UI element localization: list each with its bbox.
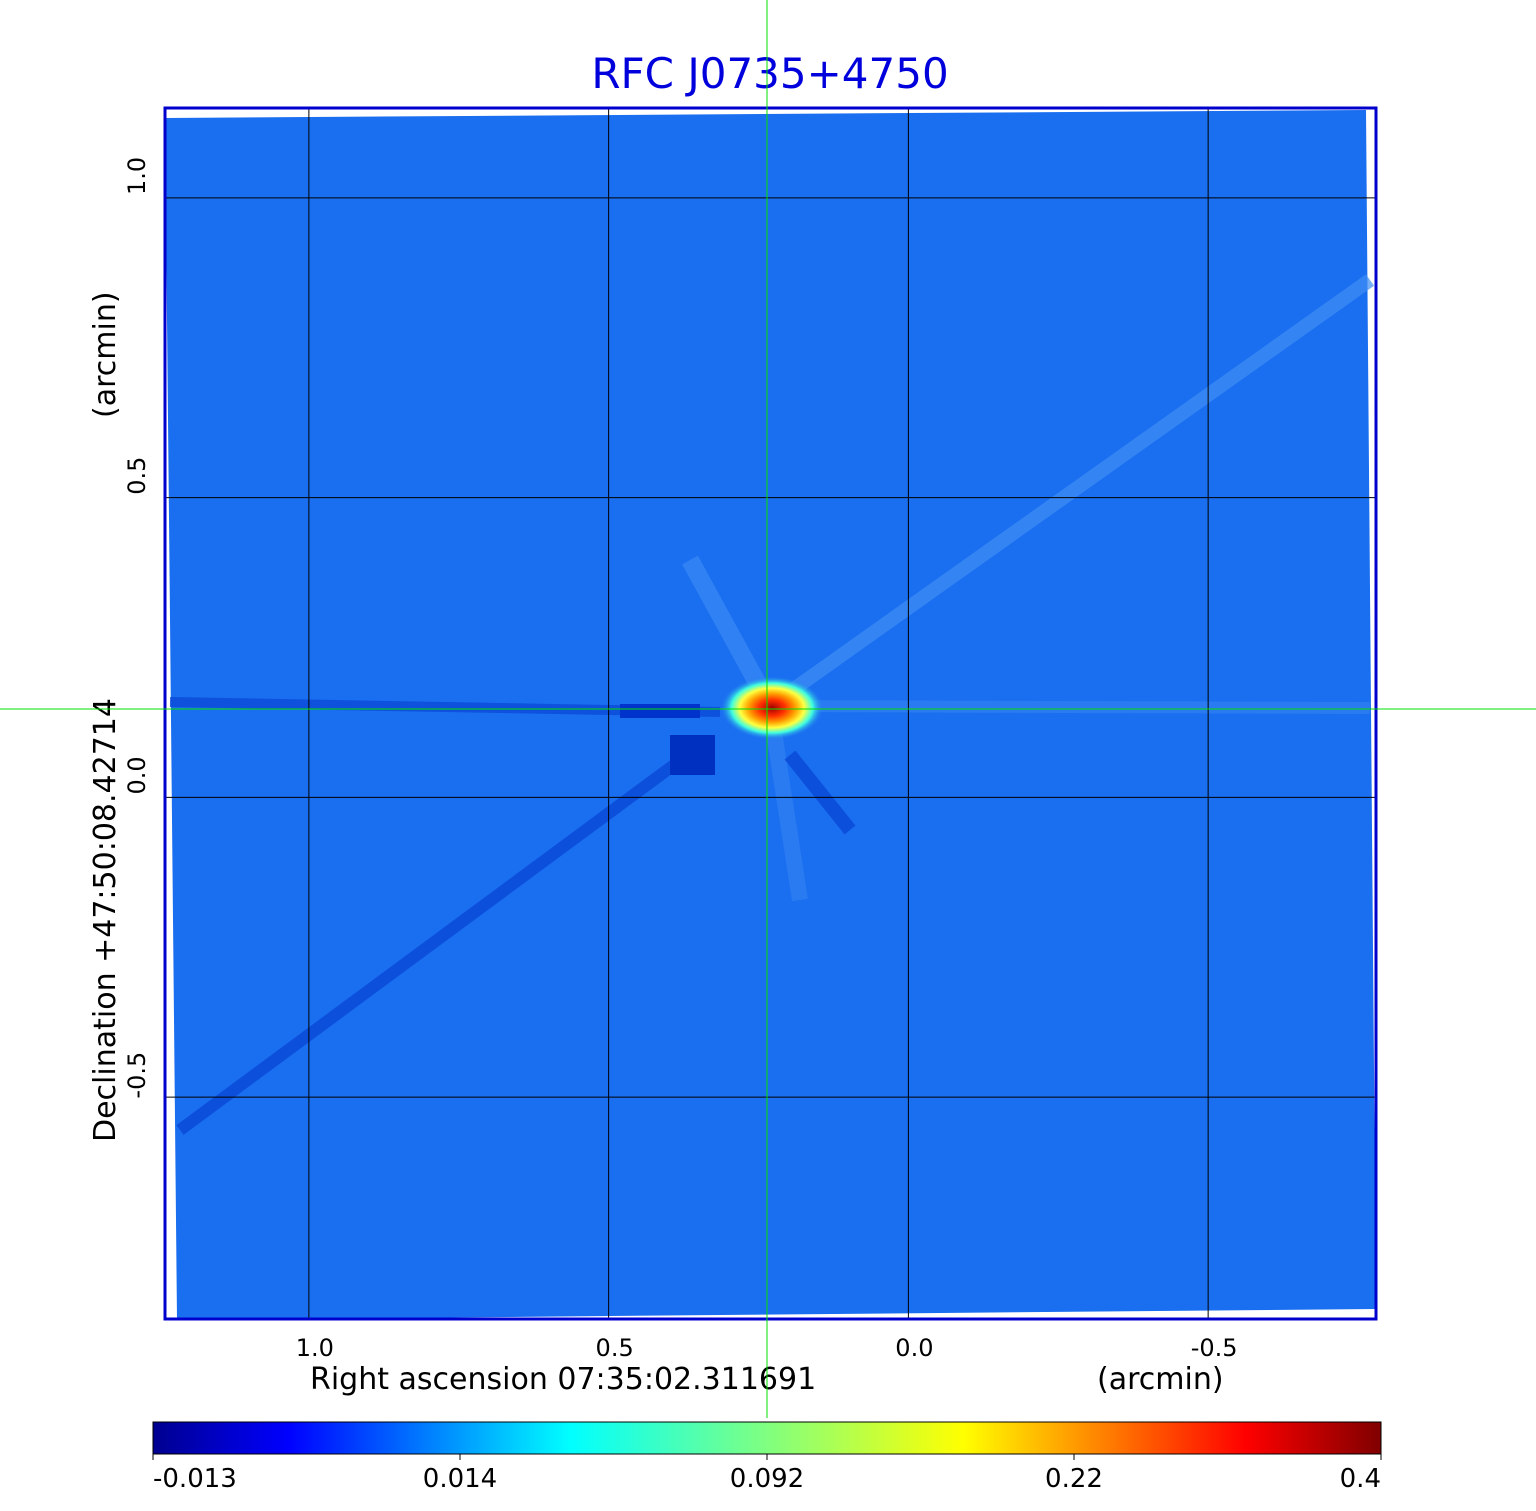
chart-title: RFC J0735+4750	[591, 49, 948, 98]
y-axis-label: Declination +47:50:08.42714	[88, 698, 123, 1142]
map-stripe	[769, 700, 1371, 714]
colorbar-tick-label: -0.013	[153, 1464, 237, 1494]
plot-frame	[163, 106, 1378, 1321]
colorbar-tick-labels: -0.013 0.014 0.092 0.22 0.4	[152, 1454, 1382, 1494]
peak-source	[720, 676, 824, 740]
colorbar	[152, 1421, 1382, 1455]
x-tick-label: 1.0	[296, 1334, 334, 1362]
y-tick-label: 0.5	[123, 457, 151, 495]
colorbar-tick-label: 0.092	[730, 1464, 804, 1494]
coordinate-grid	[165, 108, 1376, 1319]
y-axis-unit: (arcmin)	[88, 291, 123, 418]
y-tick-label: 0.0	[123, 756, 151, 794]
x-tick-label: -0.5	[1191, 1334, 1238, 1362]
map-stripe	[765, 274, 1375, 712]
colorbar-tick-label: 0.22	[1045, 1464, 1103, 1494]
map-negative-spot	[620, 704, 700, 718]
y-tick-label: -0.5	[123, 1052, 151, 1099]
x-tick-label: 0.5	[596, 1334, 634, 1362]
x-axis-unit: (arcmin)	[1097, 1362, 1224, 1397]
x-tick-labels: 1.0 0.5 0.0 -0.5	[296, 1334, 1238, 1362]
colorbar-tick-label: 0.4	[1340, 1464, 1381, 1494]
map-negative-spot	[670, 735, 715, 775]
y-tick-labels: 1.0 0.5 0.0 -0.5	[123, 157, 151, 1099]
colorbar-tick-label: 0.014	[423, 1464, 497, 1494]
map-negative-streak	[784, 750, 856, 835]
x-tick-label: 0.0	[895, 1334, 933, 1362]
heatmap-image	[165, 110, 1376, 1319]
map-negative-streak	[176, 737, 709, 1135]
y-tick-label: 1.0	[123, 157, 151, 195]
x-axis-label: Right ascension 07:35:02.311691	[310, 1362, 816, 1397]
